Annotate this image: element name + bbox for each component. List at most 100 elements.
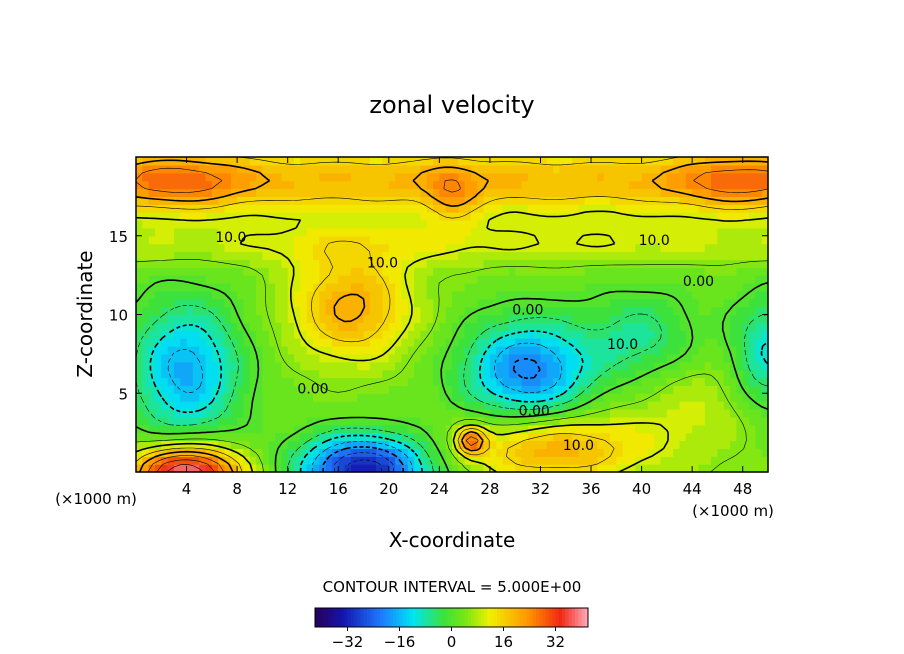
heatmap-cell [218,385,226,394]
heatmap-cell [761,204,769,213]
heatmap-cell [186,464,194,473]
heatmap-cell [414,322,421,331]
heatmap-cell [673,338,681,347]
heatmap-cell [388,314,396,323]
x-tick-label: 36 [581,480,600,498]
heatmap-cell [704,409,712,418]
heatmap-cell [426,290,434,300]
heatmap-cell [452,346,459,355]
heatmap-cell [717,164,725,174]
heatmap-cell [218,204,226,213]
heatmap-cell [281,424,289,434]
heatmap-cell [578,369,586,379]
heatmap-cell [470,338,478,347]
heatmap-cell [673,401,681,410]
heatmap-cell [312,212,320,221]
heatmap-cell [192,267,200,276]
heatmap-cell [357,196,365,205]
heatmap-cell [142,338,150,347]
heatmap-cell [142,227,150,237]
heatmap-cell [483,416,491,426]
heatmap-cell [439,322,447,331]
heatmap-cell [331,393,339,402]
heatmap-cell [452,157,459,166]
heatmap-cell [205,251,213,260]
heatmap-cell [717,283,725,292]
heatmap-cell [180,235,188,245]
heatmap-cell [496,220,504,229]
heatmap-cell [275,409,282,418]
heatmap-cell [281,235,289,245]
heatmap-cell [508,409,516,418]
heatmap-cell [584,456,592,465]
heatmap-cell [597,385,605,394]
heatmap-cell [666,353,674,363]
heatmap-cell [167,385,175,394]
heatmap-cell [704,172,712,182]
heatmap-cell [489,251,497,260]
heatmap-cell [275,235,282,245]
heatmap-cell [704,393,712,402]
heatmap-cell [243,283,251,292]
heatmap-cell [673,432,681,442]
heatmap-cell [628,172,636,182]
heatmap-cell [489,369,497,379]
heatmap-cell [230,448,238,457]
heatmap-cell [224,157,232,166]
heatmap-cell [508,220,516,229]
heatmap-cell [534,353,542,363]
heatmap-cell [344,346,352,355]
heatmap-cell [161,464,169,473]
colorbar-segment [578,608,582,627]
heatmap-cell [357,180,365,190]
heatmap-cell [426,196,434,205]
heatmap-cell [622,251,630,260]
heatmap-cell [502,401,510,410]
heatmap-cell [578,188,586,197]
heatmap-cell [319,283,327,292]
heatmap-cell [243,416,251,426]
heatmap-cell [730,456,737,465]
heatmap-cell [262,290,270,300]
colorbar-segment [497,608,501,627]
heatmap-cell [635,456,643,465]
heatmap-cell [559,416,567,426]
heatmap-cell [521,440,529,449]
heatmap-cell [502,314,510,323]
heatmap-cell [591,464,598,473]
heatmap-cell [249,361,257,371]
heatmap-cell [508,464,516,473]
heatmap-cell [376,306,384,316]
heatmap-cell [382,385,390,394]
heatmap-cell [610,227,617,237]
heatmap-cell [173,409,181,418]
heatmap-cell [660,227,668,237]
heatmap-cell [641,243,649,253]
heatmap-cell [742,361,750,371]
heatmap-cell [180,424,188,434]
heatmap-cell [584,204,592,213]
colorbar-segment [532,608,537,627]
heatmap-cell [723,377,731,386]
colorbar-segment [354,608,358,627]
heatmap-cell [489,385,497,394]
heatmap-cell [382,172,390,182]
heatmap-cell [761,298,769,308]
heatmap-cell [496,172,504,182]
heatmap-cell [148,409,156,418]
heatmap-cell [572,180,579,190]
heatmap-cell [237,369,245,379]
heatmap-cell [534,283,542,292]
heatmap-cell [136,267,143,276]
heatmap-cell [161,243,169,253]
heatmap-cell [704,283,712,292]
heatmap-cell [730,243,737,253]
heatmap-cell [464,298,472,308]
heatmap-cell [148,306,156,316]
heatmap-cell [502,385,510,394]
heatmap-cell [502,235,510,245]
heatmap-cell [597,361,605,371]
heatmap-cell [717,424,725,434]
heatmap-cell [325,283,333,292]
heatmap-cell [673,314,681,323]
